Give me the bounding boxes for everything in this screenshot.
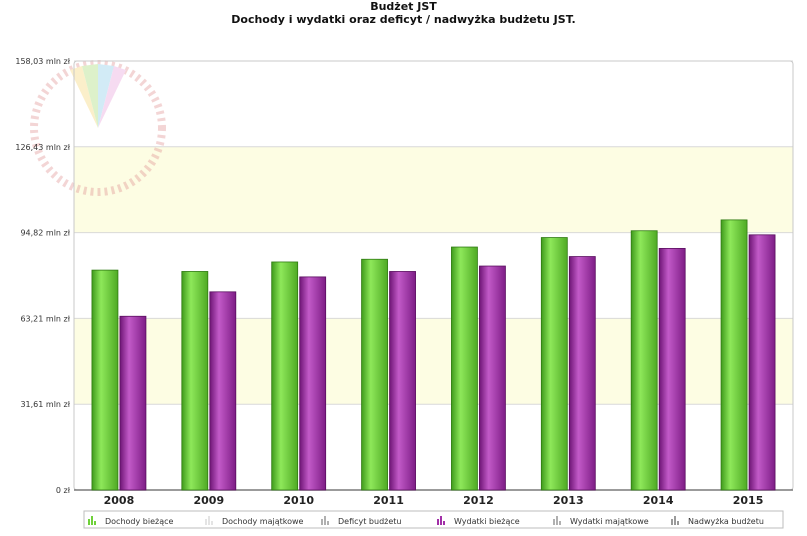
x-tick-label: 2008 (104, 494, 135, 507)
legend-label: Wydatki bieżące (454, 517, 520, 526)
y-tick-label: 94,82 mln zł (20, 229, 70, 238)
bar-wydatki-biezace (209, 291, 237, 491)
bar-wydatki-biezace (119, 315, 147, 491)
legend-swatch-icon (88, 519, 90, 525)
legend-swatch-icon (321, 519, 323, 525)
legend-label: Dochody majątkowe (222, 517, 304, 526)
bar-wydatki-biezace (568, 256, 596, 491)
bar-wydatki-biezace (658, 247, 686, 491)
legend-item: Deficyt budżetu (321, 516, 402, 526)
x-tick-label: 2010 (283, 494, 314, 507)
y-tick-label: 158,03 mln zł (15, 57, 70, 66)
legend-swatch-icon (91, 516, 93, 525)
legend-swatch-icon (559, 521, 561, 525)
legend-swatch-icon (327, 521, 329, 525)
x-tick-label: 2014 (643, 494, 674, 507)
x-tick-label: 2015 (733, 494, 764, 507)
bar-wydatki-biezace (389, 271, 416, 491)
x-tick-label: 2013 (553, 494, 584, 507)
legend-swatch-icon (208, 516, 210, 525)
legend-label: Wydatki majątkowe (570, 517, 649, 526)
chart-title: Budżet JST (370, 0, 437, 13)
legend-label: Deficyt budżetu (338, 517, 402, 526)
legend-item: Dochody majątkowe (205, 516, 304, 526)
legend-swatch-icon (324, 516, 326, 525)
legend-item: Wydatki bieżące (437, 516, 520, 526)
bar-wydatki-biezace (479, 265, 506, 491)
y-tick-label: 31,61 mln zł (20, 400, 70, 409)
bar-dochody-biezace (91, 269, 119, 491)
bar-dochody-biezace (451, 246, 478, 491)
legend-item: Dochody bieżące (88, 516, 173, 526)
legend-swatch-icon (443, 521, 445, 525)
y-tick-label: 126,43 mln zł (15, 143, 70, 152)
bar-dochody-biezace (630, 230, 658, 491)
bar-dochody-biezace (181, 271, 209, 491)
bar-dochody-biezace (540, 237, 568, 491)
bar-dochody-biezace (271, 261, 299, 491)
y-tick-label: 63,21 mln zł (20, 314, 70, 323)
legend-swatch-icon (677, 521, 679, 525)
legend: Dochody bieżące Dochody majątkowe Deficyt … (83, 510, 784, 529)
watermark-seal (30, 60, 166, 196)
bar-dochody-biezace (361, 258, 388, 491)
legend-item: Wydatki majątkowe (553, 516, 649, 526)
chart-subtitle: Dochody i wydatki oraz deficyt / nadwyżk… (231, 13, 576, 26)
legend-label: Nadwyżka budżetu (688, 517, 764, 526)
legend-box (83, 510, 784, 529)
x-tick-label: 2011 (373, 494, 404, 507)
legend-item: Nadwyżka budżetu (671, 516, 764, 526)
legend-swatch-icon (553, 519, 555, 525)
legend-swatch-icon (674, 516, 676, 525)
legend-swatch-icon (211, 521, 213, 525)
bar-wydatki-biezace (299, 276, 327, 491)
legend-label: Dochody bieżące (105, 517, 173, 526)
bar-dochody-biezace (720, 219, 748, 491)
legend-swatch-icon (671, 519, 673, 525)
x-tick-label: 2009 (194, 494, 225, 507)
y-tick-label: 0 zł (56, 486, 71, 495)
x-tick-label: 2012 (463, 494, 494, 507)
legend-swatch-icon (440, 516, 442, 525)
legend-swatch-icon (94, 521, 96, 525)
legend-swatch-icon (205, 519, 207, 525)
legend-swatch-icon (437, 519, 439, 525)
grid-band (74, 146, 793, 233)
bar-wydatki-biezace (748, 234, 776, 491)
legend-swatch-icon (556, 516, 558, 525)
